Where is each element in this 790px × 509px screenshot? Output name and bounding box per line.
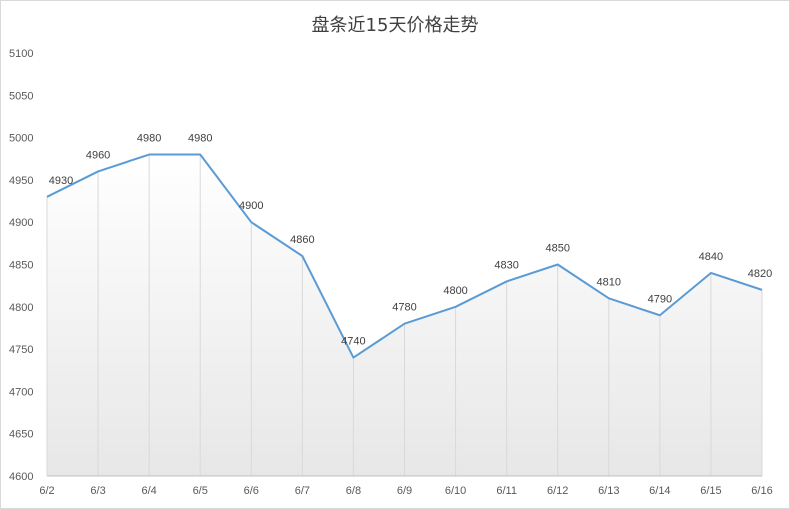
data-label: 4930: [49, 175, 73, 187]
x-tick-label: 6/11: [496, 485, 517, 497]
data-label: 4810: [597, 276, 621, 288]
x-tick-label: 6/7: [295, 485, 310, 497]
y-tick-label: 4800: [9, 302, 33, 314]
data-label: 4980: [188, 133, 212, 145]
y-tick-label: 5100: [9, 48, 33, 60]
y-tick-label: 4700: [9, 386, 33, 398]
data-label: 4800: [443, 285, 467, 297]
chart-title: 盘条近15天价格走势: [311, 15, 479, 36]
data-label: 4960: [86, 149, 110, 161]
y-tick-label: 5000: [9, 133, 33, 145]
x-tick-label: 6/15: [700, 485, 721, 497]
data-label: 4980: [137, 133, 161, 145]
y-tick-label: 4900: [9, 217, 33, 229]
data-label: 4830: [494, 259, 518, 271]
series-line: [46, 153, 763, 359]
x-tick-label: 6/5: [193, 485, 208, 497]
data-label: 4820: [748, 268, 772, 280]
x-tick-label: 6/3: [90, 485, 105, 497]
data-label: 4850: [545, 243, 569, 255]
x-tick-label: 6/10: [445, 485, 466, 497]
x-tick-label: 6/8: [346, 485, 361, 497]
y-tick-label: 4750: [9, 344, 33, 356]
x-tick-label: 6/16: [751, 485, 772, 497]
x-tick-label: 6/12: [547, 485, 568, 497]
x-tick-label: 6/13: [598, 485, 619, 497]
area-fill: [47, 154, 762, 476]
y-tick-label: 4950: [9, 175, 33, 187]
x-tick-label: 6/2: [39, 485, 54, 497]
y-tick-label: 4850: [9, 260, 33, 272]
y-tick-label: 5050: [9, 90, 33, 102]
data-label: 4780: [392, 302, 416, 314]
data-label: 4740: [341, 336, 365, 348]
y-tick-label: 4600: [9, 471, 33, 483]
data-label: 4900: [239, 200, 263, 212]
x-tick-label: 6/4: [141, 485, 156, 497]
data-label: 4790: [648, 293, 672, 305]
x-tick-label: 6/6: [244, 485, 259, 497]
y-tick-label: 4650: [9, 429, 33, 441]
x-tick-label: 6/9: [397, 485, 412, 497]
data-label: 4840: [699, 251, 723, 263]
data-label: 4860: [290, 234, 314, 246]
x-tick-label: 6/14: [649, 485, 670, 497]
